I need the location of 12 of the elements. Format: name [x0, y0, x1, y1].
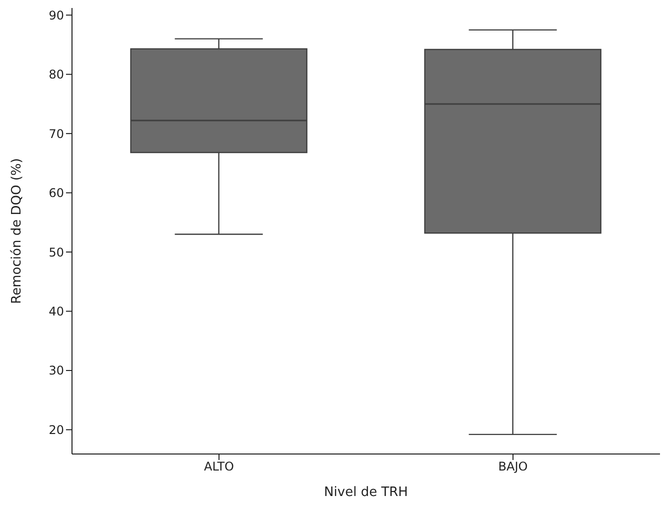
y-axis-title: Remoción de DQO (%) — [10, 158, 25, 304]
y-tick-label: 40 — [48, 304, 64, 319]
y-tick-label: 60 — [48, 186, 64, 200]
y-tick-label: 30 — [48, 364, 64, 378]
y-tick-label: 80 — [48, 68, 64, 82]
x-tick-label: BAJO — [498, 460, 528, 474]
y-tick-label: 70 — [48, 126, 64, 141]
y-tick-label: 20 — [48, 422, 64, 437]
y-tick-label: 90 — [48, 8, 64, 22]
x-tick-label: ALTO — [204, 460, 234, 474]
x-axis-title: Nivel de TRH — [324, 485, 408, 500]
y-tick-label: 50 — [48, 245, 64, 260]
